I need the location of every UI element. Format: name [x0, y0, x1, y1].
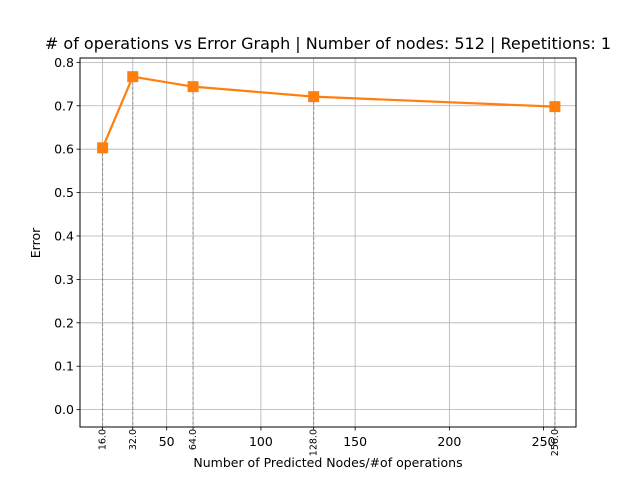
x-tick-label: 150	[343, 434, 367, 449]
data-point-marker	[308, 91, 320, 103]
x-axis-label: Number of Predicted Nodes/#of operations	[193, 455, 462, 470]
x-tick-label: 250	[532, 434, 556, 449]
point-x-label: 64.0	[188, 429, 199, 450]
x-tick-label: 200	[437, 434, 461, 449]
y-tick-label: 0.0	[54, 402, 74, 417]
y-tick-label: 0.3	[54, 272, 74, 287]
chart-title: # of operations vs Error Graph | Number …	[45, 34, 611, 53]
point-x-label: 16.0	[98, 429, 109, 450]
y-tick-label: 0.6	[54, 142, 74, 157]
axis-ticks: 0.0 0.1 0.2 0.3 0.4 0.5 0.6 0.7 0.8 50 100 150 200 25…	[54, 55, 555, 449]
x-tick-label: 100	[249, 434, 273, 449]
point-labels: 16.0 32.0 64.0 128.0 256.0	[98, 429, 561, 456]
y-tick-label: 0.7	[54, 98, 74, 113]
point-x-label: 256.0	[550, 429, 561, 456]
data-point-marker	[97, 142, 109, 154]
data-point-marker	[127, 71, 139, 83]
point-x-label: 128.0	[309, 429, 320, 456]
y-tick-label: 0.1	[54, 359, 74, 374]
y-tick-label: 0.2	[54, 315, 74, 330]
point-x-label: 32.0	[128, 429, 139, 450]
plot-frame	[79, 57, 577, 428]
y-tick-label: 0.4	[54, 228, 74, 243]
data-point-marker	[549, 101, 561, 113]
y-axis-label: Error	[28, 227, 43, 258]
data-point-marker	[187, 81, 199, 93]
x-tick-label: 50	[159, 434, 175, 449]
series	[97, 71, 561, 154]
guide-lines	[102, 76, 556, 427]
y-tick-label: 0.5	[54, 185, 74, 200]
y-tick-label: 0.8	[54, 55, 74, 70]
